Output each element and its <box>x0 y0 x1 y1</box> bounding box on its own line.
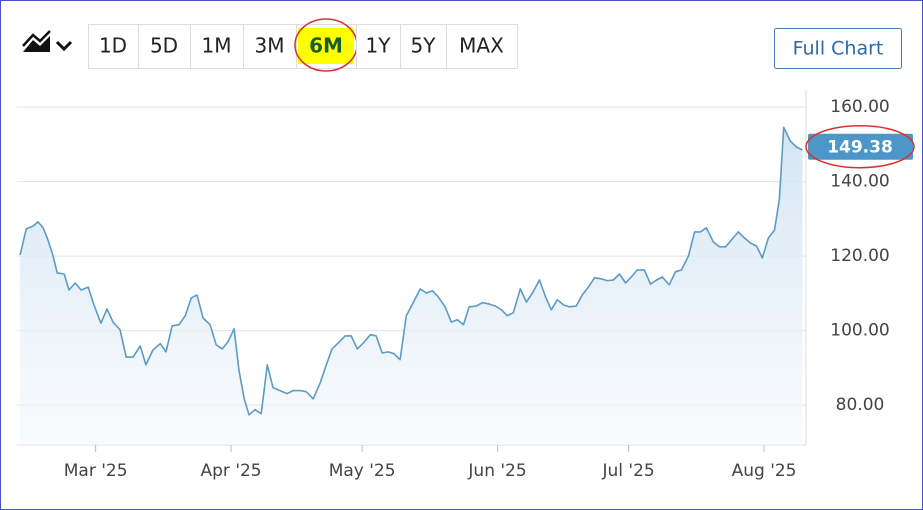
range-button[interactable] <box>400 24 447 69</box>
range-label[interactable]: MAX <box>459 34 504 58</box>
x-tick-label: Aug '25 <box>732 461 797 481</box>
price-circle <box>805 124 915 169</box>
range-highlight <box>298 28 354 64</box>
price-badge-label: 149.38 <box>827 138 893 158</box>
y-tick-label: 140.00 <box>830 172 889 192</box>
range-toolbar: 1D 5D 1M 3M 6M 1Y 5Y MAX <box>88 18 518 72</box>
chart-type-icon[interactable] <box>22 30 73 52</box>
x-tick-label: Jul '25 <box>602 461 655 481</box>
range-label[interactable]: 3M <box>255 34 285 58</box>
icon-line <box>22 30 51 47</box>
full-chart-label[interactable]: Full Chart <box>793 38 884 60</box>
range-label[interactable]: 5D <box>150 34 178 58</box>
y-tick-label: 100.00 <box>830 321 889 341</box>
price-line <box>19 126 803 416</box>
range-button[interactable] <box>243 24 297 69</box>
icon-caret <box>55 40 73 52</box>
area-fill <box>20 127 803 446</box>
y-tick-label: 120.00 <box>830 246 889 266</box>
full-chart-box <box>774 28 902 69</box>
range-label[interactable]: 5Y <box>411 34 437 58</box>
x-tick-label: Jun '25 <box>467 461 526 481</box>
x-tick-label: Mar '25 <box>64 461 128 481</box>
range-button[interactable] <box>356 24 401 69</box>
range-label[interactable]: 1Y <box>366 34 392 58</box>
range-label[interactable]: 1M <box>202 34 232 58</box>
range-button[interactable] <box>138 24 191 69</box>
x-tick-label: Apr '25 <box>201 461 262 481</box>
y-tick-label: 80.00 <box>836 395 885 415</box>
range-label[interactable]: 6M <box>309 34 343 58</box>
price-badge <box>808 133 913 160</box>
full-chart-button[interactable]: Full Chart <box>774 28 902 69</box>
range-button[interactable] <box>446 24 518 69</box>
range-label[interactable]: 1D <box>99 34 127 58</box>
range-button[interactable] <box>190 24 244 69</box>
icon-area <box>23 36 50 52</box>
y-tick-label: 160.00 <box>830 97 889 117</box>
range-button[interactable] <box>88 24 139 69</box>
x-tick-label: May '25 <box>329 461 396 481</box>
